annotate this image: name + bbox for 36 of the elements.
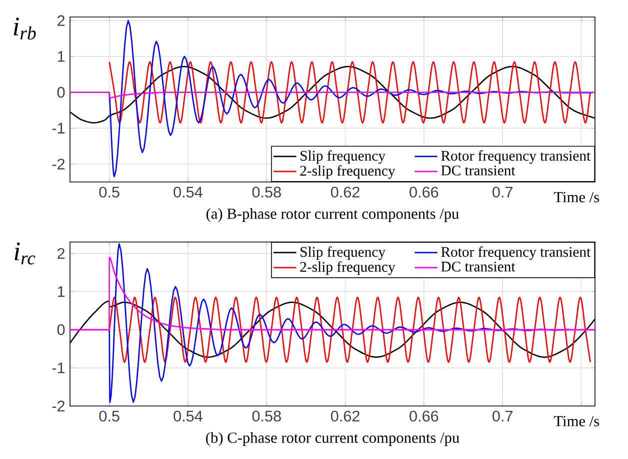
x-tick-label: 0.5 xyxy=(99,410,120,422)
legend-label: DC transient xyxy=(441,166,516,176)
x-tick-label: 0.66 xyxy=(410,410,438,422)
y-axis-title: i$_{rb}$ xyxy=(14,18,36,40)
y-tick-label: 2 xyxy=(58,15,65,26)
x-tick-label: 0.58 xyxy=(252,410,281,422)
legend-label: Slip frequency xyxy=(300,246,386,260)
legend-label: 2-slip frequency xyxy=(300,261,396,275)
x-axis-title: Time /s xyxy=(554,416,600,426)
legend-label: Rotor frequency transient xyxy=(441,246,591,260)
y-axis-title: i$_{rc}$ xyxy=(14,242,36,264)
x-tick-label: 0.58 xyxy=(252,186,281,198)
x-tick-label: 0.54 xyxy=(174,410,202,422)
x-tick-label: 0.62 xyxy=(330,186,360,198)
x-tick-label: 0.7 xyxy=(492,410,512,422)
text: (a) B-phase rotor current components /pu xyxy=(206,208,459,222)
x-tick-label: 0.66 xyxy=(410,186,438,198)
x-tick-label: 0.54 xyxy=(174,186,202,198)
x-axis-title: Time /s xyxy=(554,192,600,202)
y-tick-label: 0 xyxy=(57,86,65,98)
x-tick-label: 0.62 xyxy=(330,410,360,422)
y-tick-label: 1 xyxy=(58,51,65,62)
y-tick-label: 2 xyxy=(58,248,65,259)
y-tick-label: 1 xyxy=(58,286,65,297)
legend-label: Slip frequency xyxy=(300,150,386,164)
y-tick-label: 0 xyxy=(57,324,65,336)
y-tick-label: -2 xyxy=(52,158,65,170)
text: (b) C-phase rotor current components /pu xyxy=(206,432,460,446)
legend-label: Rotor frequency transient xyxy=(441,150,591,164)
y-tick-label: -2 xyxy=(52,400,65,412)
x-tick-label: 0.5 xyxy=(99,186,120,198)
y-tick-label: -1 xyxy=(52,362,65,374)
x-tick-label: 0.7 xyxy=(492,186,512,198)
y-tick-label: -1 xyxy=(52,122,65,134)
legend-label: 2-slip frequency xyxy=(300,165,396,179)
legend-label: DC transient xyxy=(441,262,516,272)
